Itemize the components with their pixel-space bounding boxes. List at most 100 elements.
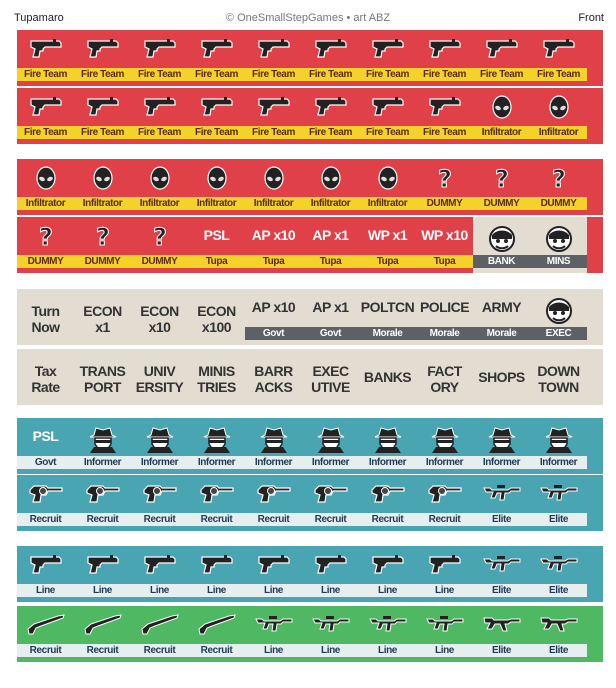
counter[interactable]: Fire Team (359, 88, 416, 144)
counter[interactable]: MINS (530, 217, 587, 273)
counter[interactable]: Tax Rate (17, 349, 74, 405)
counter[interactable]: Fire Team (416, 30, 473, 86)
counter[interactable]: Infiltrator (473, 88, 530, 144)
counter[interactable]: PSL Govt (17, 418, 74, 474)
counter[interactable]: Infiltrator (188, 159, 245, 215)
counter[interactable]: Line (359, 606, 416, 662)
counter[interactable]: POLICE Morale (416, 289, 473, 345)
counter[interactable]: Recruit (131, 606, 188, 662)
counter[interactable]: POLTCN Morale (359, 289, 416, 345)
counter[interactable]: Fire Team (302, 30, 359, 86)
counter[interactable]: MINIS TRIES (188, 349, 245, 405)
counter[interactable]: Fire Team (302, 88, 359, 144)
counter[interactable]: PSL Tupa (188, 217, 245, 273)
counter[interactable]: AP x1 Tupa (302, 217, 359, 273)
counter[interactable]: Informer (359, 418, 416, 474)
counter[interactable]: Recruit (245, 475, 302, 531)
counter[interactable]: Line (302, 606, 359, 662)
counter[interactable]: ECON x1 (74, 289, 131, 345)
counter[interactable]: Recruit (302, 475, 359, 531)
counter[interactable]: Fire Team (416, 88, 473, 144)
counter[interactable]: Recruit (17, 475, 74, 531)
counter[interactable]: DOWN TOWN (530, 349, 587, 405)
counter[interactable]: Line (359, 546, 416, 602)
counter[interactable]: Fire Team (245, 30, 302, 86)
counter[interactable]: Elite (530, 546, 587, 602)
counter[interactable]: Fire Team (530, 30, 587, 86)
counter[interactable]: UNIV ERSITY (131, 349, 188, 405)
counter[interactable]: Recruit (359, 475, 416, 531)
counter[interactable]: Fire Team (131, 30, 188, 86)
counter[interactable]: Fire Team (17, 30, 74, 86)
counter[interactable]: BANKS (359, 349, 416, 405)
counter[interactable]: Infiltrator (302, 159, 359, 215)
counter[interactable]: ? DUMMY (131, 217, 188, 273)
counter[interactable]: BARR ACKS (245, 349, 302, 405)
counter[interactable]: ? DUMMY (74, 217, 131, 273)
counter[interactable]: Line (188, 546, 245, 602)
counter[interactable]: Turn Now (17, 289, 74, 345)
counter[interactable]: TRANS PORT (74, 349, 131, 405)
counter[interactable]: Line (74, 546, 131, 602)
counter[interactable]: ? DUMMY (17, 217, 74, 273)
counter[interactable]: Infiltrator (530, 88, 587, 144)
counter[interactable]: Infiltrator (17, 159, 74, 215)
counter[interactable]: Fire Team (473, 30, 530, 86)
counter[interactable]: Fire Team (17, 88, 74, 144)
counter[interactable]: Recruit (74, 606, 131, 662)
counter[interactable]: Informer (530, 418, 587, 474)
counter[interactable]: Fire Team (188, 88, 245, 144)
counter[interactable]: Informer (188, 418, 245, 474)
counter[interactable]: ECON x100 (188, 289, 245, 345)
counter[interactable]: EXEC UTIVE (302, 349, 359, 405)
counter[interactable]: Recruit (131, 475, 188, 531)
counter[interactable]: ? DUMMY (530, 159, 587, 215)
counter[interactable]: Informer (473, 418, 530, 474)
counter[interactable]: Line (245, 606, 302, 662)
counter[interactable]: Line (131, 546, 188, 602)
counter[interactable]: Fire Team (74, 88, 131, 144)
counter[interactable]: Elite (473, 546, 530, 602)
counter[interactable]: WP x10 Tupa (416, 217, 473, 273)
counter[interactable]: Elite (530, 475, 587, 531)
counter[interactable]: Informer (74, 418, 131, 474)
counter[interactable]: Elite (473, 606, 530, 662)
counter[interactable]: Informer (416, 418, 473, 474)
counter[interactable]: ARMY Morale (473, 289, 530, 345)
counter[interactable]: Infiltrator (131, 159, 188, 215)
counter[interactable]: ECON x10 (131, 289, 188, 345)
counter[interactable]: Line (17, 546, 74, 602)
counter[interactable]: Recruit (17, 606, 74, 662)
counter[interactable]: Recruit (188, 606, 245, 662)
counter[interactable]: Elite (530, 606, 587, 662)
counter[interactable]: Fire Team (74, 30, 131, 86)
counter[interactable]: Recruit (416, 475, 473, 531)
counter[interactable]: WP x1 Tupa (359, 217, 416, 273)
counter[interactable]: EXEC (530, 289, 587, 345)
counter[interactable]: ? DUMMY (416, 159, 473, 215)
counter[interactable]: Infiltrator (74, 159, 131, 215)
counter[interactable]: Fire Team (245, 88, 302, 144)
counter[interactable]: Recruit (188, 475, 245, 531)
counter[interactable]: Line (416, 606, 473, 662)
counter[interactable]: BANK (473, 217, 530, 273)
counter[interactable]: Informer (245, 418, 302, 474)
counter[interactable]: Informer (302, 418, 359, 474)
counter[interactable]: Elite (473, 475, 530, 531)
counter[interactable]: Infiltrator (245, 159, 302, 215)
counter[interactable]: Informer (131, 418, 188, 474)
counter[interactable]: FACT ORY (416, 349, 473, 405)
counter[interactable]: Fire Team (188, 30, 245, 86)
counter[interactable]: ? DUMMY (473, 159, 530, 215)
counter[interactable]: Line (416, 546, 473, 602)
counter[interactable]: AP x10 Govt (245, 289, 302, 345)
counter[interactable]: Line (302, 546, 359, 602)
counter[interactable]: Line (245, 546, 302, 602)
counter[interactable]: Infiltrator (359, 159, 416, 215)
counter[interactable]: AP x1 Govt (302, 289, 359, 345)
counter[interactable]: AP x10 Tupa (245, 217, 302, 273)
counter[interactable]: Recruit (74, 475, 131, 531)
counter[interactable]: SHOPS (473, 349, 530, 405)
counter[interactable]: Fire Team (131, 88, 188, 144)
counter[interactable]: Fire Team (359, 30, 416, 86)
